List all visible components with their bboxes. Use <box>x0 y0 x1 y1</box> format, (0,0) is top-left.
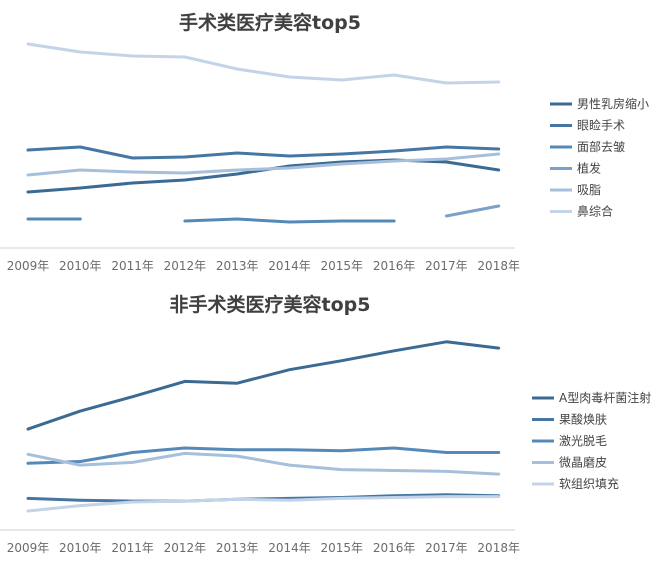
x-tick-label: 2013年 <box>216 541 259 555</box>
legend-label: 面部去皱 <box>577 139 625 154</box>
series-line-4 <box>26 451 501 476</box>
series-line-6 <box>26 42 501 85</box>
legend-label: 激光脱毛 <box>559 433 607 448</box>
legend-label: 微晶磨皮 <box>559 456 607 470</box>
legend-label: 男性乳房缩小 <box>577 96 649 111</box>
x-tick-label: 2017年 <box>425 259 468 273</box>
x-tick-label: 2011年 <box>111 541 154 555</box>
x-tick-label: 2009年 <box>7 259 50 273</box>
x-tick-label: 2018年 <box>477 259 520 273</box>
x-tick-label: 2017年 <box>425 541 468 555</box>
legend-label: 果酸焕肤 <box>559 412 607 427</box>
x-tick-label: 2009年 <box>7 541 50 555</box>
series-line-2 <box>26 145 501 160</box>
legend-label: 吸脂 <box>577 182 601 197</box>
x-tick-label: 2015年 <box>321 541 364 555</box>
series-line-3 <box>183 217 396 224</box>
x-tick-label: 2016年 <box>373 541 416 555</box>
legend-label: 眼睑手术 <box>577 119 625 133</box>
x-tick-label: 2010年 <box>59 541 102 555</box>
x-tick-label: 2016年 <box>373 259 416 273</box>
series-line-5 <box>26 152 501 177</box>
series-line-1 <box>26 158 501 194</box>
series-line-1 <box>26 340 501 431</box>
x-tick-label: 2010年 <box>59 259 102 273</box>
series-line-4 <box>444 204 501 218</box>
x-tick-label: 2014年 <box>268 259 311 273</box>
series-line-5 <box>26 495 501 513</box>
legend-label: A型肉毒杆菌注射 <box>559 390 651 405</box>
legend-label: 鼻综合 <box>577 204 613 219</box>
legend-label: 植发 <box>577 161 601 176</box>
chart-title-non-surgical: 非手术类医疗美容top5 <box>169 294 371 316</box>
legend-label: 软组织填充 <box>559 476 619 491</box>
series-line-3 <box>26 446 501 465</box>
x-tick-label: 2014年 <box>268 541 311 555</box>
x-tick-label: 2012年 <box>164 259 207 273</box>
x-tick-label: 2013年 <box>216 259 259 273</box>
chart-title-surgical: 手术类医疗美容top5 <box>179 12 361 34</box>
x-tick-label: 2012年 <box>164 541 207 555</box>
x-tick-label: 2015年 <box>321 259 364 273</box>
x-tick-label: 2018年 <box>477 541 520 555</box>
x-tick-label: 2011年 <box>111 259 154 273</box>
